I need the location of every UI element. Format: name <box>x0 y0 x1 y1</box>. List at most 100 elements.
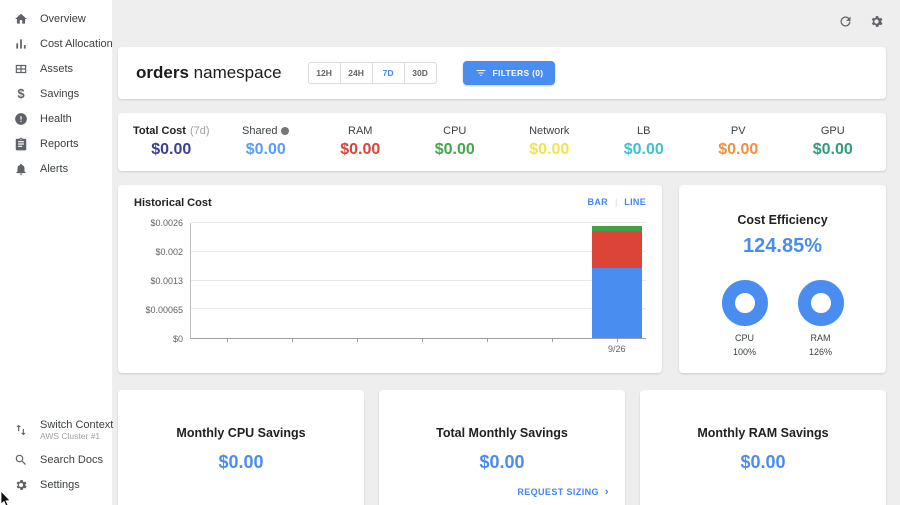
cost-summary-card: Total Cost (7d) $0.00 Shared $0.00 RAM $… <box>118 113 886 171</box>
dollar-icon: $ <box>17 86 25 101</box>
y-tick-label: $0.0013 <box>150 276 183 286</box>
sidebar-item-switch-context[interactable]: Switch Context AWS Cluster #1 <box>0 413 114 447</box>
stat-value: $0.00 <box>623 141 664 158</box>
x-tick <box>486 338 488 342</box>
toggle-divider: | <box>614 197 618 207</box>
stat-gpu: GPU $0.00 <box>786 125 881 159</box>
page-title: orders namespace <box>136 63 282 83</box>
x-tick-label: 9/26 <box>607 344 626 354</box>
swap-vertical-icon <box>16 424 26 436</box>
alert-circle-icon <box>15 112 27 125</box>
sidebar-item-alerts[interactable]: Alerts <box>0 156 112 181</box>
chart-row: Historical Cost BAR | LINE $0 $0.00065 $0.… <box>118 185 886 373</box>
range-button-12h[interactable]: 12H <box>307 62 341 84</box>
sidebar-item-overview[interactable]: Overview <box>0 6 112 31</box>
refresh-icon[interactable] <box>838 14 853 29</box>
stat-label: PV <box>730 125 746 137</box>
sidebar-item-label: Settings <box>40 478 80 491</box>
sidebar-item-label: Assets <box>40 62 74 75</box>
clipboard-icon <box>15 137 27 150</box>
cpu-donut-value: 100% <box>732 346 757 357</box>
range-button-30d[interactable]: 30D <box>403 62 437 84</box>
sidebar-item-label: Cost Allocation <box>40 37 113 50</box>
stat-label: RAM <box>348 125 373 137</box>
mouse-cursor <box>1 491 11 505</box>
y-tick-label: $0.002 <box>155 247 183 257</box>
gear-icon <box>16 479 27 490</box>
savings-card-value: $0.00 <box>479 452 525 472</box>
x-tick <box>356 338 358 342</box>
sidebar-item-health[interactable]: Health <box>0 106 112 131</box>
y-axis-labels: $0 $0.00065 $0.0013 $0.002 $0.0026 <box>134 218 190 344</box>
namespace-suffix: namespace <box>193 63 282 82</box>
gridline <box>191 308 646 310</box>
y-tick-label: $0 <box>172 334 183 344</box>
sidebar-item-label: Overview <box>40 12 86 25</box>
cpu-donut: CPU 100% <box>715 280 775 359</box>
sidebar-item-savings[interactable]: $ Savings <box>0 81 112 106</box>
efficiency-value: 124.85% <box>743 235 822 257</box>
stat-lb: LB $0.00 <box>597 125 692 159</box>
sidebar-item-label: Alerts <box>40 162 69 175</box>
filter-icon <box>476 70 486 76</box>
request-sizing-link[interactable]: REQUEST SIZING › <box>517 486 609 498</box>
stat-label: CPU <box>443 125 467 137</box>
stat-label-suffix: (7d) <box>189 125 210 137</box>
bell-icon <box>16 163 26 175</box>
stat-label: Shared <box>242 125 278 137</box>
efficiency-title: Cost Efficiency <box>737 213 828 227</box>
info-icon[interactable] <box>281 127 290 135</box>
sidebar-item-reports[interactable]: Reports <box>0 131 112 156</box>
gridline <box>191 279 646 281</box>
x-tick <box>291 338 293 342</box>
filters-button[interactable]: FILTERS (0) <box>462 61 556 85</box>
sidebar-item-search-docs[interactable]: Search Docs <box>0 447 112 472</box>
time-range-group: 12H 24H 7D 30D <box>307 62 437 84</box>
range-button-7d[interactable]: 7D <box>371 62 405 84</box>
chart-title: Historical Cost <box>134 197 212 209</box>
savings-card-title: Total Monthly Savings <box>436 426 568 440</box>
current-cluster-label: AWS Cluster #1 <box>40 430 101 441</box>
gear-icon[interactable] <box>869 14 884 29</box>
savings-card-value: $0.00 <box>218 452 264 472</box>
home-icon <box>15 13 27 24</box>
table-icon <box>15 64 27 73</box>
stat-network: Network $0.00 <box>502 125 597 159</box>
switch-context-label: Switch Context <box>40 418 114 431</box>
stat-value: $0.00 <box>434 141 475 158</box>
efficiency-donuts: CPU 100% RAM 126% <box>679 280 886 359</box>
stat-shared: Shared $0.00 <box>219 125 314 159</box>
ram-donut-value: 126% <box>808 346 833 357</box>
y-tick-label: $0.0026 <box>150 218 183 228</box>
cpu-donut-ring <box>721 280 768 326</box>
sidebar-item-label: Search Docs <box>40 453 103 466</box>
main-content: orders namespace 12H 24H 7D 30D FILTERS … <box>112 0 900 505</box>
monthly-ram-savings-card: Monthly RAM Savings $0.00 <box>640 390 886 505</box>
sidebar-item-assets[interactable]: Assets <box>0 56 112 81</box>
line-toggle[interactable]: LINE <box>624 197 646 207</box>
namespace-header-card: orders namespace 12H 24H 7D 30D FILTERS … <box>118 47 886 99</box>
stacked-bar[interactable] <box>591 226 642 338</box>
stat-label: GPU <box>820 125 845 137</box>
stat-value: $0.00 <box>151 141 192 158</box>
y-tick-label: $0.00065 <box>145 305 183 315</box>
ram-donut-label: RAM <box>810 333 831 343</box>
sidebar-item-cost-allocation[interactable]: Cost Allocation <box>0 31 113 56</box>
stat-value: $0.00 <box>245 141 286 158</box>
top-actions <box>838 14 884 29</box>
namespace-name: orders <box>136 63 189 82</box>
stat-value: $0.00 <box>529 141 570 158</box>
bar-segment-red <box>591 230 642 268</box>
range-button-24h[interactable]: 24H <box>339 62 373 84</box>
cpu-donut-label: CPU <box>734 333 754 343</box>
chevron-right-icon: › <box>604 486 609 498</box>
sidebar-item-settings[interactable]: Settings <box>0 472 112 497</box>
ram-donut: RAM 126% <box>791 280 851 359</box>
stat-pv: PV $0.00 <box>691 125 786 159</box>
bar-toggle[interactable]: BAR <box>587 197 608 207</box>
stat-total-cost: Total Cost (7d) $0.00 <box>124 125 219 159</box>
sidebar-item-label: Reports <box>40 137 79 150</box>
bar-segment-green <box>591 226 642 231</box>
sidebar-item-label: Health <box>40 112 72 125</box>
savings-card-value: $0.00 <box>740 452 786 472</box>
